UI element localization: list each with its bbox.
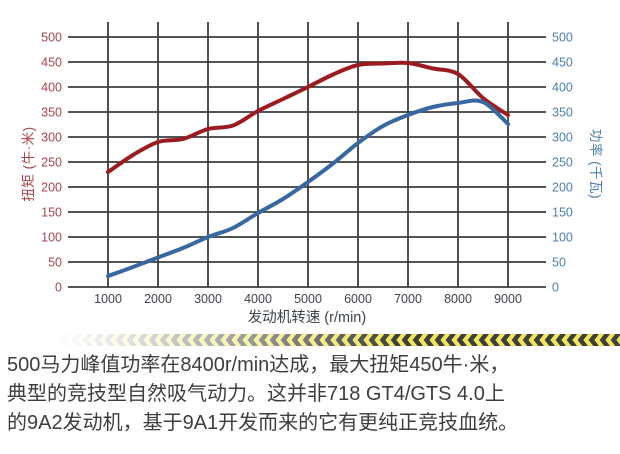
y-tick-label-right: 450	[552, 56, 573, 70]
chevron-icon	[423, 334, 434, 346]
chevron-icon	[445, 334, 456, 346]
chevron-icon	[566, 334, 577, 346]
x-tick-label: 2000	[144, 292, 172, 306]
x-tick-label: 7000	[394, 292, 422, 306]
y-tick-label-left: 200	[41, 181, 62, 195]
x-tick-label: 6000	[344, 292, 372, 306]
y-tick-label-left: 50	[48, 256, 62, 270]
caption-text-block: 500马力峰值功率在8400r/min达成，最大扭矩450牛·米， 典型的竞技型…	[7, 351, 615, 438]
y-tick-label-right: 150	[552, 206, 573, 220]
y-tick-label-right: 500	[552, 31, 573, 45]
y-tick-label-right: 350	[552, 106, 573, 120]
y-tick-label-right: 200	[552, 181, 573, 195]
chevron-icon	[588, 334, 599, 346]
chevron-icon	[434, 334, 445, 346]
y-tick-label-left: 250	[41, 156, 62, 170]
y-tick-label-right: 300	[552, 131, 573, 145]
x-tick-label: 5000	[294, 292, 322, 306]
caption-line-3: 的9A2发动机，基于9A1开发而来的它有更纯正竞技血统。	[7, 412, 519, 434]
y-tick-label-right: 100	[552, 231, 573, 245]
chevron-icon	[522, 334, 533, 346]
caption-line-1: 500马力峰值功率在8400r/min达成，最大扭矩450牛·米，	[7, 354, 510, 376]
caption-line-2: 典型的竞技型自然吸气动力。这并非718 GT4/GTS 4.0上	[7, 383, 505, 405]
y-tick-label-left: 350	[41, 106, 62, 120]
chevron-icon	[577, 334, 588, 346]
chevron-icon	[544, 334, 555, 346]
chevron-icon	[456, 334, 467, 346]
left-axis-title: 扭矩 (牛·米)	[21, 126, 36, 202]
chevron-icon	[533, 334, 544, 346]
y-tick-label-left: 150	[41, 206, 62, 220]
y-tick-label-right: 250	[552, 156, 573, 170]
chevron-icon	[489, 334, 500, 346]
x-axis-title: 发动机转速 (r/min)	[247, 310, 367, 326]
x-tick-label: 9000	[494, 292, 522, 306]
y-tick-label-left: 450	[41, 56, 62, 70]
chevron-icon	[511, 334, 522, 346]
engine-performance-chart: 0 0 50 50 100 100 150 150 200 200 250 250 300 300 350 3…	[21, 22, 603, 326]
y-tick-label-right: 50	[552, 256, 566, 270]
x-tick-label: 8000	[444, 292, 472, 306]
torque-curve	[106, 60, 510, 174]
power-curve	[106, 98, 510, 278]
chevron-icon	[478, 334, 489, 346]
chevron-icon	[500, 334, 511, 346]
chevron-icon	[401, 334, 412, 346]
y-tick-label-right: 0	[552, 281, 559, 295]
chart-canvas: 0 0 50 50 100 100 150 150 200 200 250 250 300 300 350 3…	[41, 22, 573, 306]
x-tick-label: 3000	[194, 292, 222, 306]
chevron-icon	[610, 334, 620, 346]
chevron-icon	[467, 334, 478, 346]
x-tick-label: 4000	[244, 292, 272, 306]
y-tick-label-right: 400	[552, 81, 573, 95]
y-tick-label-left: 400	[41, 81, 62, 95]
chevron-icon	[412, 334, 423, 346]
y-tick-label-left: 100	[41, 231, 62, 245]
y-tick-label-left: 500	[41, 31, 62, 45]
y-tick-label-left: 300	[41, 131, 62, 145]
chevron-icon	[555, 334, 566, 346]
y-tick-label-left: 0	[55, 281, 62, 295]
right-axis-title: 功率 (千瓦)	[588, 128, 603, 200]
x-tick-label: 1000	[94, 292, 122, 306]
chevron-icon	[599, 334, 610, 346]
chevron-divider	[50, 334, 620, 346]
